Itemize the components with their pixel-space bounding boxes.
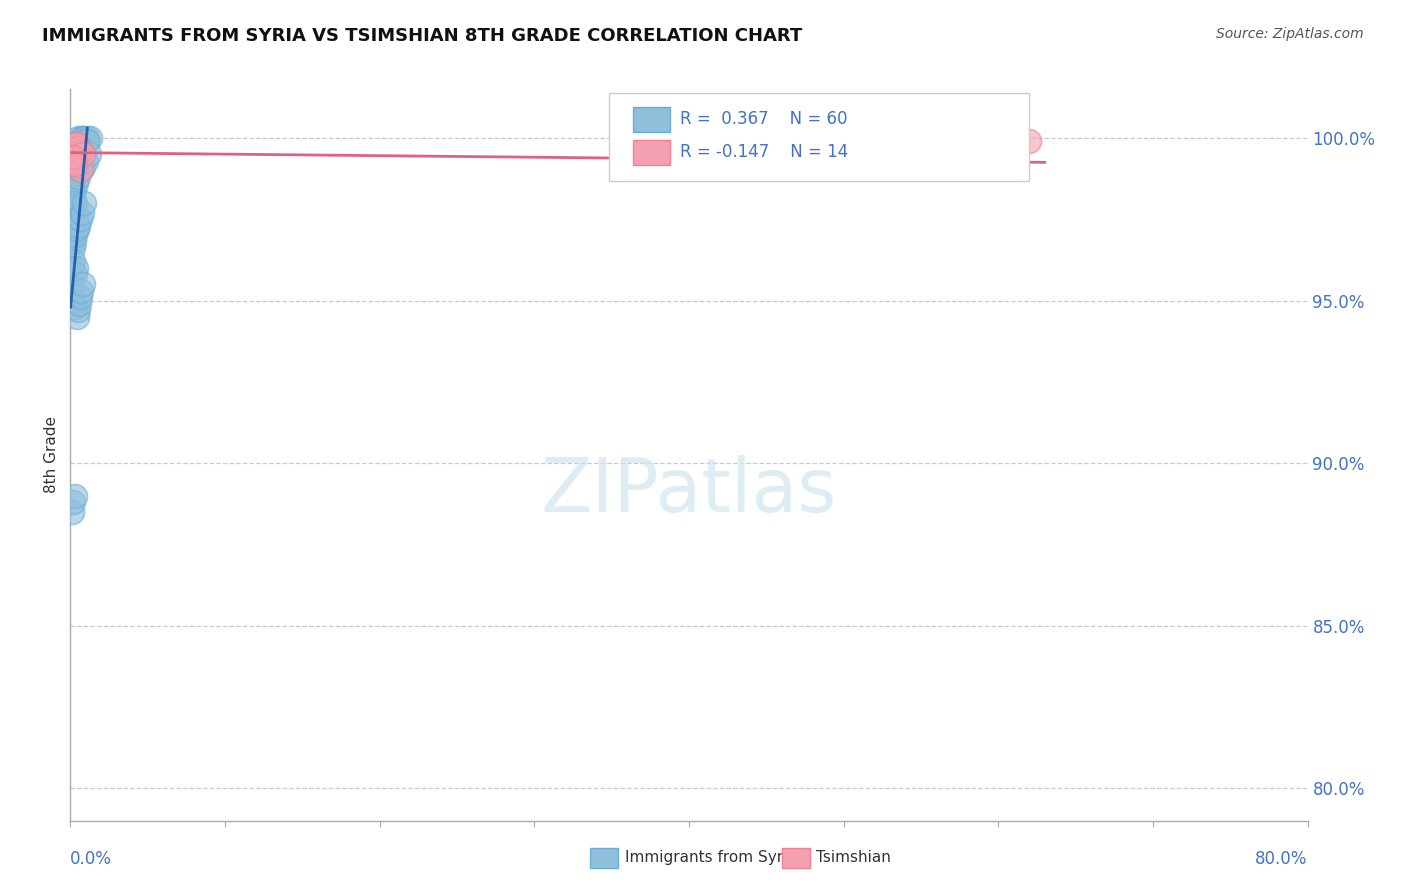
Point	[60, 280, 83, 294]
Point	[63, 183, 86, 197]
Point	[69, 141, 91, 155]
Y-axis label: 8th Grade: 8th Grade	[44, 417, 59, 493]
Point	[70, 141, 93, 155]
Point	[62, 235, 84, 249]
Point	[65, 137, 87, 152]
Point	[62, 287, 84, 301]
Text: R =  0.367    N = 60: R = 0.367 N = 60	[681, 111, 848, 128]
Point	[65, 260, 87, 275]
Point	[73, 131, 96, 145]
Point	[62, 495, 84, 509]
Point	[69, 144, 91, 158]
Point	[66, 310, 89, 324]
Point	[63, 293, 86, 308]
Point	[67, 144, 90, 158]
FancyBboxPatch shape	[633, 140, 671, 164]
Point	[62, 189, 84, 203]
Point	[63, 489, 86, 503]
FancyBboxPatch shape	[633, 108, 671, 132]
Point	[62, 169, 84, 184]
Point	[66, 137, 89, 152]
Point	[63, 153, 86, 168]
Point	[67, 147, 90, 161]
Point	[72, 160, 94, 174]
Text: Source: ZipAtlas.com: Source: ZipAtlas.com	[1216, 27, 1364, 41]
Point	[69, 163, 91, 178]
Point	[66, 222, 89, 236]
Point	[76, 131, 98, 145]
Point	[60, 260, 83, 275]
Point	[70, 163, 93, 178]
Point	[62, 157, 84, 171]
Point	[76, 134, 98, 148]
Text: Tsimshian: Tsimshian	[817, 850, 891, 865]
Point	[79, 131, 101, 145]
Text: IMMIGRANTS FROM SYRIA VS TSIMSHIAN 8TH GRADE CORRELATION CHART: IMMIGRANTS FROM SYRIA VS TSIMSHIAN 8TH G…	[42, 27, 803, 45]
Point	[63, 137, 86, 152]
Point	[67, 141, 90, 155]
Point	[995, 134, 1018, 148]
Point	[63, 268, 86, 282]
Point	[65, 300, 87, 314]
Point	[63, 196, 86, 211]
Point	[65, 147, 87, 161]
Point	[67, 219, 90, 233]
Point	[69, 212, 91, 227]
Point	[63, 157, 86, 171]
Point	[60, 183, 83, 197]
Point	[62, 242, 84, 256]
Point	[1018, 134, 1040, 148]
FancyBboxPatch shape	[782, 847, 810, 868]
Point	[69, 144, 91, 158]
Point	[69, 290, 91, 304]
Text: 80.0%: 80.0%	[1256, 850, 1308, 868]
Point	[62, 153, 84, 168]
Point	[60, 235, 83, 249]
Point	[72, 277, 94, 292]
Point	[70, 131, 93, 145]
Point	[67, 131, 90, 145]
Point	[75, 153, 97, 168]
Point	[65, 151, 87, 165]
Point	[60, 228, 83, 243]
Point	[77, 147, 100, 161]
FancyBboxPatch shape	[609, 93, 1029, 180]
Point	[62, 254, 84, 268]
Text: Immigrants from Syria: Immigrants from Syria	[624, 850, 796, 865]
Point	[67, 147, 90, 161]
Point	[72, 147, 94, 161]
Point	[65, 151, 87, 165]
Point	[62, 177, 84, 191]
Point	[70, 284, 93, 298]
Point	[65, 212, 87, 227]
Point	[63, 163, 86, 178]
Point	[62, 151, 84, 165]
Point	[72, 131, 94, 145]
Point	[62, 144, 84, 158]
Point	[67, 297, 90, 311]
Point	[65, 228, 87, 243]
Point	[60, 505, 83, 519]
Text: ZIPatlas: ZIPatlas	[541, 455, 837, 528]
Point	[73, 196, 96, 211]
Text: 0.0%: 0.0%	[70, 850, 112, 868]
Point	[65, 177, 87, 191]
Point	[62, 202, 84, 217]
Point	[67, 303, 90, 318]
FancyBboxPatch shape	[591, 847, 619, 868]
Point	[60, 222, 83, 236]
Point	[67, 169, 90, 184]
Text: R = -0.147    N = 14: R = -0.147 N = 14	[681, 143, 849, 161]
Point	[70, 205, 93, 219]
